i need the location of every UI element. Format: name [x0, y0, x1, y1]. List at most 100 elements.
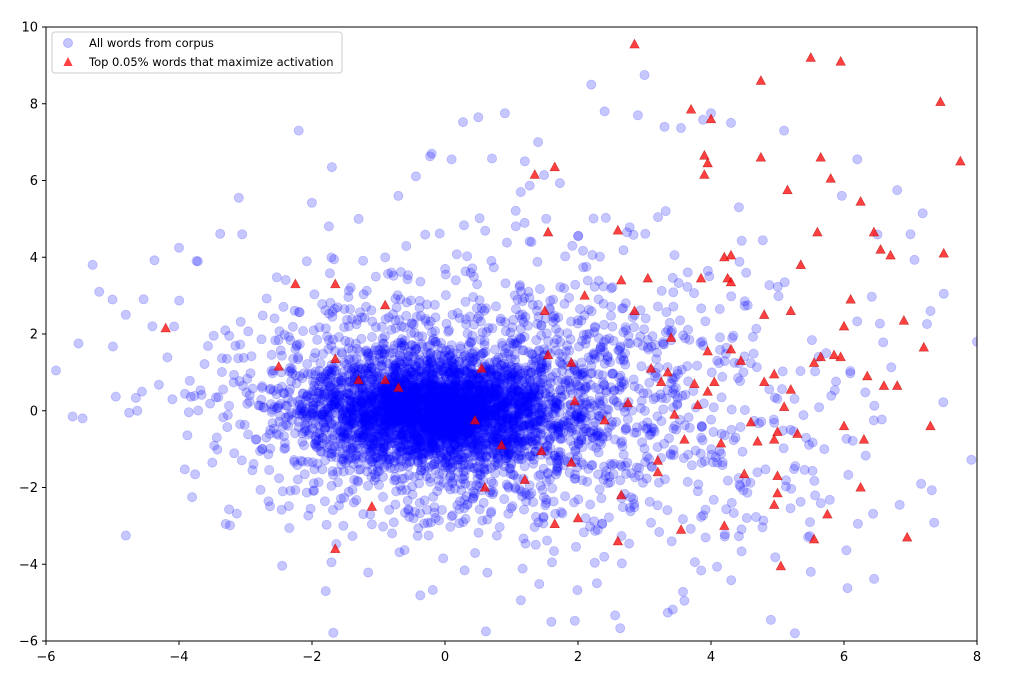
data-point: [443, 481, 454, 492]
data-point: [314, 376, 325, 387]
data-point: [668, 423, 679, 434]
data-point: [189, 390, 200, 401]
data-point: [519, 504, 530, 515]
data-point: [894, 499, 905, 510]
data-point: [497, 418, 508, 429]
data-point: [499, 388, 510, 399]
data-point: [265, 383, 276, 394]
data-point: [434, 228, 445, 239]
data-point: [280, 274, 291, 285]
data-point: [358, 415, 369, 426]
data-point: [460, 422, 471, 433]
data-point: [492, 362, 503, 373]
data-point: [218, 384, 229, 395]
data-point: [514, 399, 525, 410]
data-point: [367, 316, 378, 327]
data-point: [708, 457, 719, 468]
data-point: [439, 402, 450, 413]
data-point: [543, 336, 554, 347]
data-point: [540, 500, 551, 511]
data-point: [301, 425, 312, 436]
data-point: [648, 394, 659, 405]
data-point: [515, 280, 526, 291]
data-point: [419, 378, 430, 389]
data-point: [538, 492, 549, 503]
data-point: [579, 310, 590, 321]
data-point: [452, 393, 463, 404]
data-point: [499, 403, 510, 414]
data-point: [652, 500, 663, 511]
data-point: [741, 267, 752, 278]
data-point: [378, 398, 389, 409]
data-point: [542, 535, 553, 546]
data-point: [265, 443, 276, 454]
data-point: [536, 320, 547, 331]
data-point: [457, 404, 468, 415]
data-point: [453, 383, 464, 394]
data-point: [551, 397, 562, 408]
data-point: [456, 422, 467, 433]
data-point: [431, 367, 442, 378]
data-point: [509, 290, 520, 301]
data-point: [531, 511, 542, 522]
data-point: [319, 406, 330, 417]
data-point: [730, 432, 741, 443]
data-point: [468, 403, 479, 414]
data-point: [483, 400, 494, 411]
data-point: [535, 428, 546, 439]
data-point: [445, 433, 456, 444]
data-point: [451, 249, 462, 260]
data-point: [313, 379, 324, 390]
data-point: [427, 438, 438, 449]
data-point: [237, 380, 248, 391]
data-point: [589, 281, 600, 292]
data-point: [402, 274, 413, 285]
data-point: [541, 213, 552, 224]
data-point: [530, 539, 541, 550]
data-point: [606, 310, 617, 321]
data-point: [560, 346, 571, 357]
data-point: [617, 436, 628, 447]
data-point: [501, 237, 512, 248]
data-point: [375, 413, 386, 424]
data-point: [373, 437, 384, 448]
data-point: [733, 372, 744, 383]
data-point: [320, 323, 331, 334]
data-point: [347, 484, 358, 495]
data-point: [517, 385, 528, 396]
data-point: [768, 414, 779, 425]
data-point: [614, 372, 625, 383]
data-point: [416, 408, 427, 419]
data-point: [461, 491, 472, 502]
data-point: [473, 409, 484, 420]
data-point: [391, 358, 402, 369]
data-point: [618, 354, 629, 365]
data-point: [535, 366, 546, 377]
data-point: [728, 435, 739, 446]
data-point: [587, 367, 598, 378]
data-point: [752, 467, 763, 478]
data-point: [438, 553, 449, 564]
data-point: [416, 465, 427, 476]
data-point: [346, 404, 357, 415]
data-point: [247, 383, 258, 394]
data-point: [358, 509, 369, 520]
data-point: [843, 469, 854, 480]
data-point: [517, 491, 528, 502]
data-point: [667, 272, 678, 283]
data-point: [573, 387, 584, 398]
data-point: [460, 296, 471, 307]
data-point: [466, 428, 477, 439]
data-point: [606, 301, 617, 312]
data-point: [520, 392, 531, 403]
data-point: [277, 421, 288, 432]
data-point: [377, 400, 388, 411]
data-point: [467, 348, 478, 359]
data-point: [507, 322, 518, 333]
data-point: [444, 426, 455, 437]
data-point: [570, 446, 581, 457]
data-point: [769, 392, 780, 403]
data-point: [228, 369, 239, 380]
data-point: [442, 420, 453, 431]
data-point: [446, 340, 457, 351]
